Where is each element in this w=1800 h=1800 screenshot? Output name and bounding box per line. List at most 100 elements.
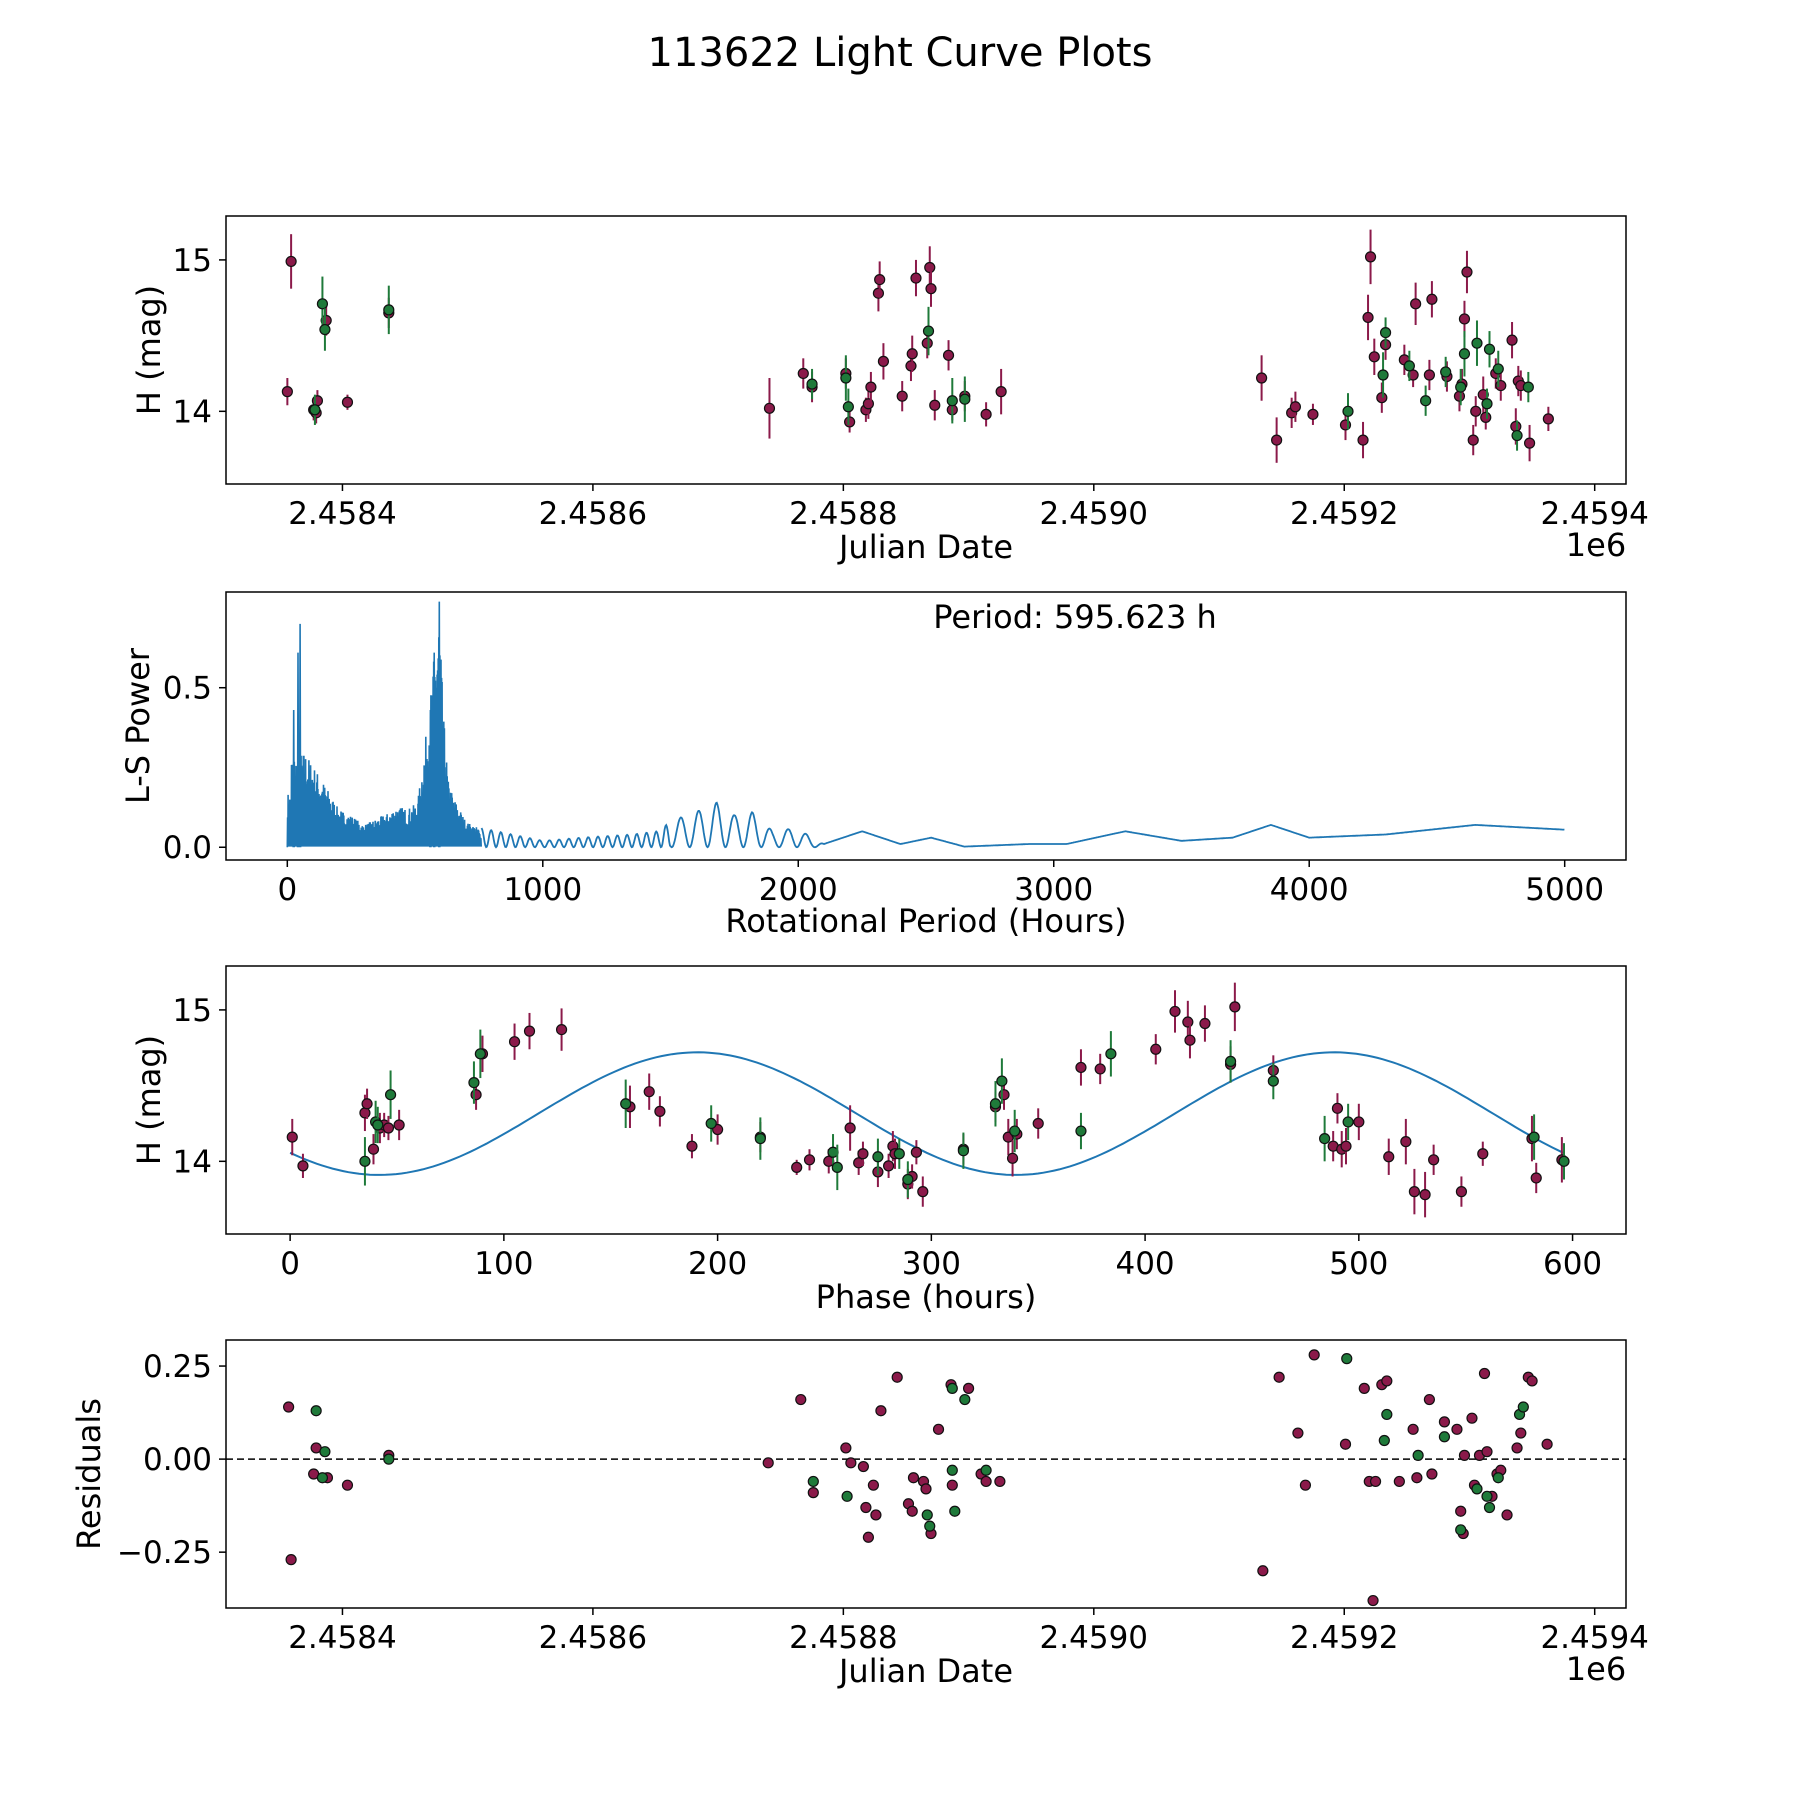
residuals-ytick-label: −0.25 (117, 1535, 212, 1571)
periodogram-xtick-label: 3000 (1014, 872, 1093, 908)
phased-point-g (831, 1161, 843, 1173)
lightcurve-point-g (842, 401, 854, 413)
lightcurve-point-g (1522, 381, 1534, 393)
phased-point-r (1184, 1034, 1196, 1046)
phased-xtick-label: 0 (280, 1246, 300, 1282)
residuals-ytick-label: 0.00 (143, 1442, 212, 1478)
lightcurve-point-r (877, 355, 890, 367)
phased-point-r (297, 1160, 309, 1172)
phased-point-r (1477, 1148, 1489, 1160)
residuals-point-r (1299, 1479, 1312, 1491)
phased-point-r (1032, 1117, 1044, 1130)
phased-point-r (998, 1089, 1010, 1101)
lightcurve-point-g (1342, 405, 1354, 417)
lightcurve-point-r (285, 255, 297, 268)
residuals-point-r (1381, 1375, 1393, 1387)
lightcurve-point-r (1289, 401, 1302, 413)
residuals-point-r (1458, 1449, 1471, 1461)
phased-xtick-label: 500 (1329, 1246, 1388, 1282)
residuals-point-r (860, 1501, 872, 1514)
phased-point-r (910, 1146, 922, 1158)
lightcurve-point-g (1455, 381, 1467, 393)
residuals-point-r (994, 1475, 1006, 1488)
residuals-point-r (1292, 1427, 1304, 1439)
residuals-point-g (1378, 1434, 1390, 1447)
residuals-x-ticks: 2.4584 2.4586 2.4588 2.4590 2.4592 2.4594 (288, 1608, 1649, 1656)
phased-point-r (1169, 1005, 1181, 1018)
phased-point-r (1353, 1116, 1365, 1128)
residuals-point-r (1423, 1393, 1435, 1406)
residuals-axes-frame (225, 1339, 1627, 1609)
lightcurve-point-g (1492, 363, 1504, 375)
lightcurve-xtick-label: 2.4584 (288, 496, 396, 532)
phased-point-g (1105, 1048, 1117, 1060)
lightcurve-point-r (980, 408, 992, 420)
phased-point-r (1075, 1061, 1087, 1074)
phased-point-r (1408, 1186, 1420, 1198)
lightcurve-point-r (942, 349, 955, 361)
lightcurve-point-r (1426, 293, 1438, 305)
phased-xtick-label: 400 (1115, 1246, 1174, 1282)
phased-point-g (872, 1151, 884, 1163)
residuals-point-r (1455, 1505, 1467, 1517)
lightcurve-point-r (1461, 266, 1473, 278)
lightcurve-point-r (1410, 298, 1422, 310)
periodogram-ytick-label: 0.5 (163, 671, 212, 707)
residuals-marks (226, 1349, 1626, 1607)
lightcurve-point-r (924, 261, 936, 274)
residuals-point-g (1455, 1524, 1467, 1536)
lightcurve-xtick-label: 2.4586 (539, 496, 647, 532)
phased-point-r (917, 1186, 929, 1198)
residuals-panel: 2.4584 2.4586 2.4588 2.4590 2.4592 2.4594 −0.… (70, 1339, 1649, 1690)
phased-point-r (686, 1140, 698, 1152)
lightcurve-point-r (1364, 251, 1377, 263)
periodogram-xtick-label: 1000 (503, 872, 582, 908)
phased-point-r (382, 1122, 395, 1134)
lightcurve-point-g (1481, 398, 1493, 410)
phased-point-g (620, 1098, 632, 1110)
residuals-point-r (1369, 1475, 1382, 1488)
lightcurve-point-r (281, 386, 293, 398)
residuals-point-r (1438, 1416, 1451, 1428)
phased-xtick-label: 100 (474, 1246, 533, 1282)
phased-point-g (996, 1075, 1008, 1087)
periodogram-x-ticks: 0 1000 2000 3000 4000 5000 (277, 860, 1604, 908)
lightcurve-xtick-label: 2.4590 (1040, 496, 1148, 532)
phased-point-r (1331, 1102, 1344, 1114)
residuals-xtick-label: 2.4584 (288, 1620, 396, 1656)
residuals-point-r (980, 1475, 992, 1488)
phased-point-g (1342, 1116, 1354, 1128)
lightcurve-point-r (906, 348, 918, 360)
residuals-point-r (920, 1483, 932, 1495)
phased-point-g (372, 1119, 384, 1131)
residuals-xtick-label: 2.4592 (1290, 1620, 1398, 1656)
residuals-point-r (932, 1423, 945, 1435)
lightcurve-point-r (929, 399, 941, 411)
residuals-point-g (841, 1490, 853, 1502)
phased-point-r (1428, 1154, 1440, 1166)
phased-point-r (882, 1160, 895, 1172)
phased-point-g (1009, 1125, 1021, 1137)
phased-point-r (844, 1122, 856, 1134)
phased-point-r (1383, 1151, 1395, 1163)
phased-point-g (893, 1148, 905, 1160)
residuals-y-ticks: −0.25 0.00 0.25 (117, 1349, 226, 1571)
lightcurve-point-r (905, 360, 917, 372)
phased-xtick-label: 200 (688, 1246, 747, 1282)
phased-ytick-label: 15 (173, 993, 212, 1029)
residuals-point-g (1341, 1353, 1353, 1365)
phased-point-r (508, 1036, 521, 1048)
phased-point-r (1199, 1017, 1211, 1030)
lightcurve-point-r (1510, 420, 1522, 433)
residuals-point-g (807, 1475, 819, 1488)
lightcurve-xlabel: Julian Date (837, 528, 1013, 566)
phased-xtick-label: 300 (902, 1246, 961, 1282)
phased-marks (286, 982, 1570, 1218)
phased-point-g (1267, 1075, 1279, 1087)
phased-point-r (791, 1161, 803, 1173)
lightcurve-point-r (1271, 434, 1283, 446)
phased-point-g (359, 1155, 371, 1167)
phased-point-g (1319, 1133, 1331, 1145)
phased-point-r (1229, 1001, 1241, 1013)
